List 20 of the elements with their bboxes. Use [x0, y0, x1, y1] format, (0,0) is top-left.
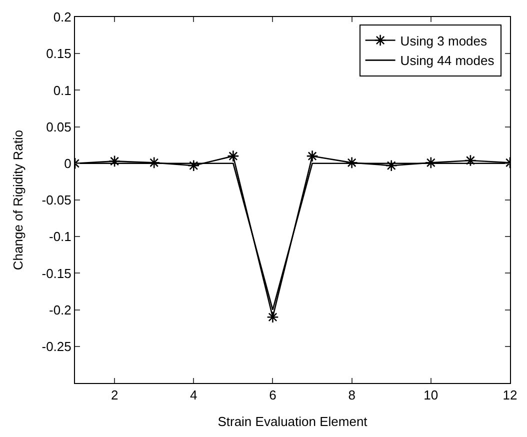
x-tick-label: 12 [502, 388, 518, 403]
y-tick-label: -0.25 [42, 338, 72, 354]
x-tick-label: 10 [424, 388, 438, 403]
x-tick-label: 8 [348, 388, 356, 403]
y-tick-label: -0.2 [48, 302, 72, 318]
y-tick-label: -0.1 [48, 229, 72, 244]
legend-label: Using 3 modes [400, 33, 488, 48]
x-tick-label: 4 [190, 388, 198, 403]
x-tick-label: 6 [269, 388, 276, 403]
y-tick-label: 0.15 [46, 46, 72, 62]
y-tick-label: -0.05 [42, 192, 72, 208]
y-tick-label: 0.05 [46, 119, 72, 134]
y-tick-label: -0.15 [42, 266, 72, 281]
y-tick-label: 0 [64, 156, 72, 171]
x-axis-title: Strain Evaluation Element [218, 414, 368, 430]
y-axis-title: Change of Rigidity Ratio [10, 130, 26, 270]
y-tick-label: 0.1 [53, 82, 72, 98]
y-tick-label: 0.2 [53, 10, 72, 25]
x-tick-label: 2 [110, 388, 118, 403]
legend-label: Using 44 modes [400, 53, 495, 68]
